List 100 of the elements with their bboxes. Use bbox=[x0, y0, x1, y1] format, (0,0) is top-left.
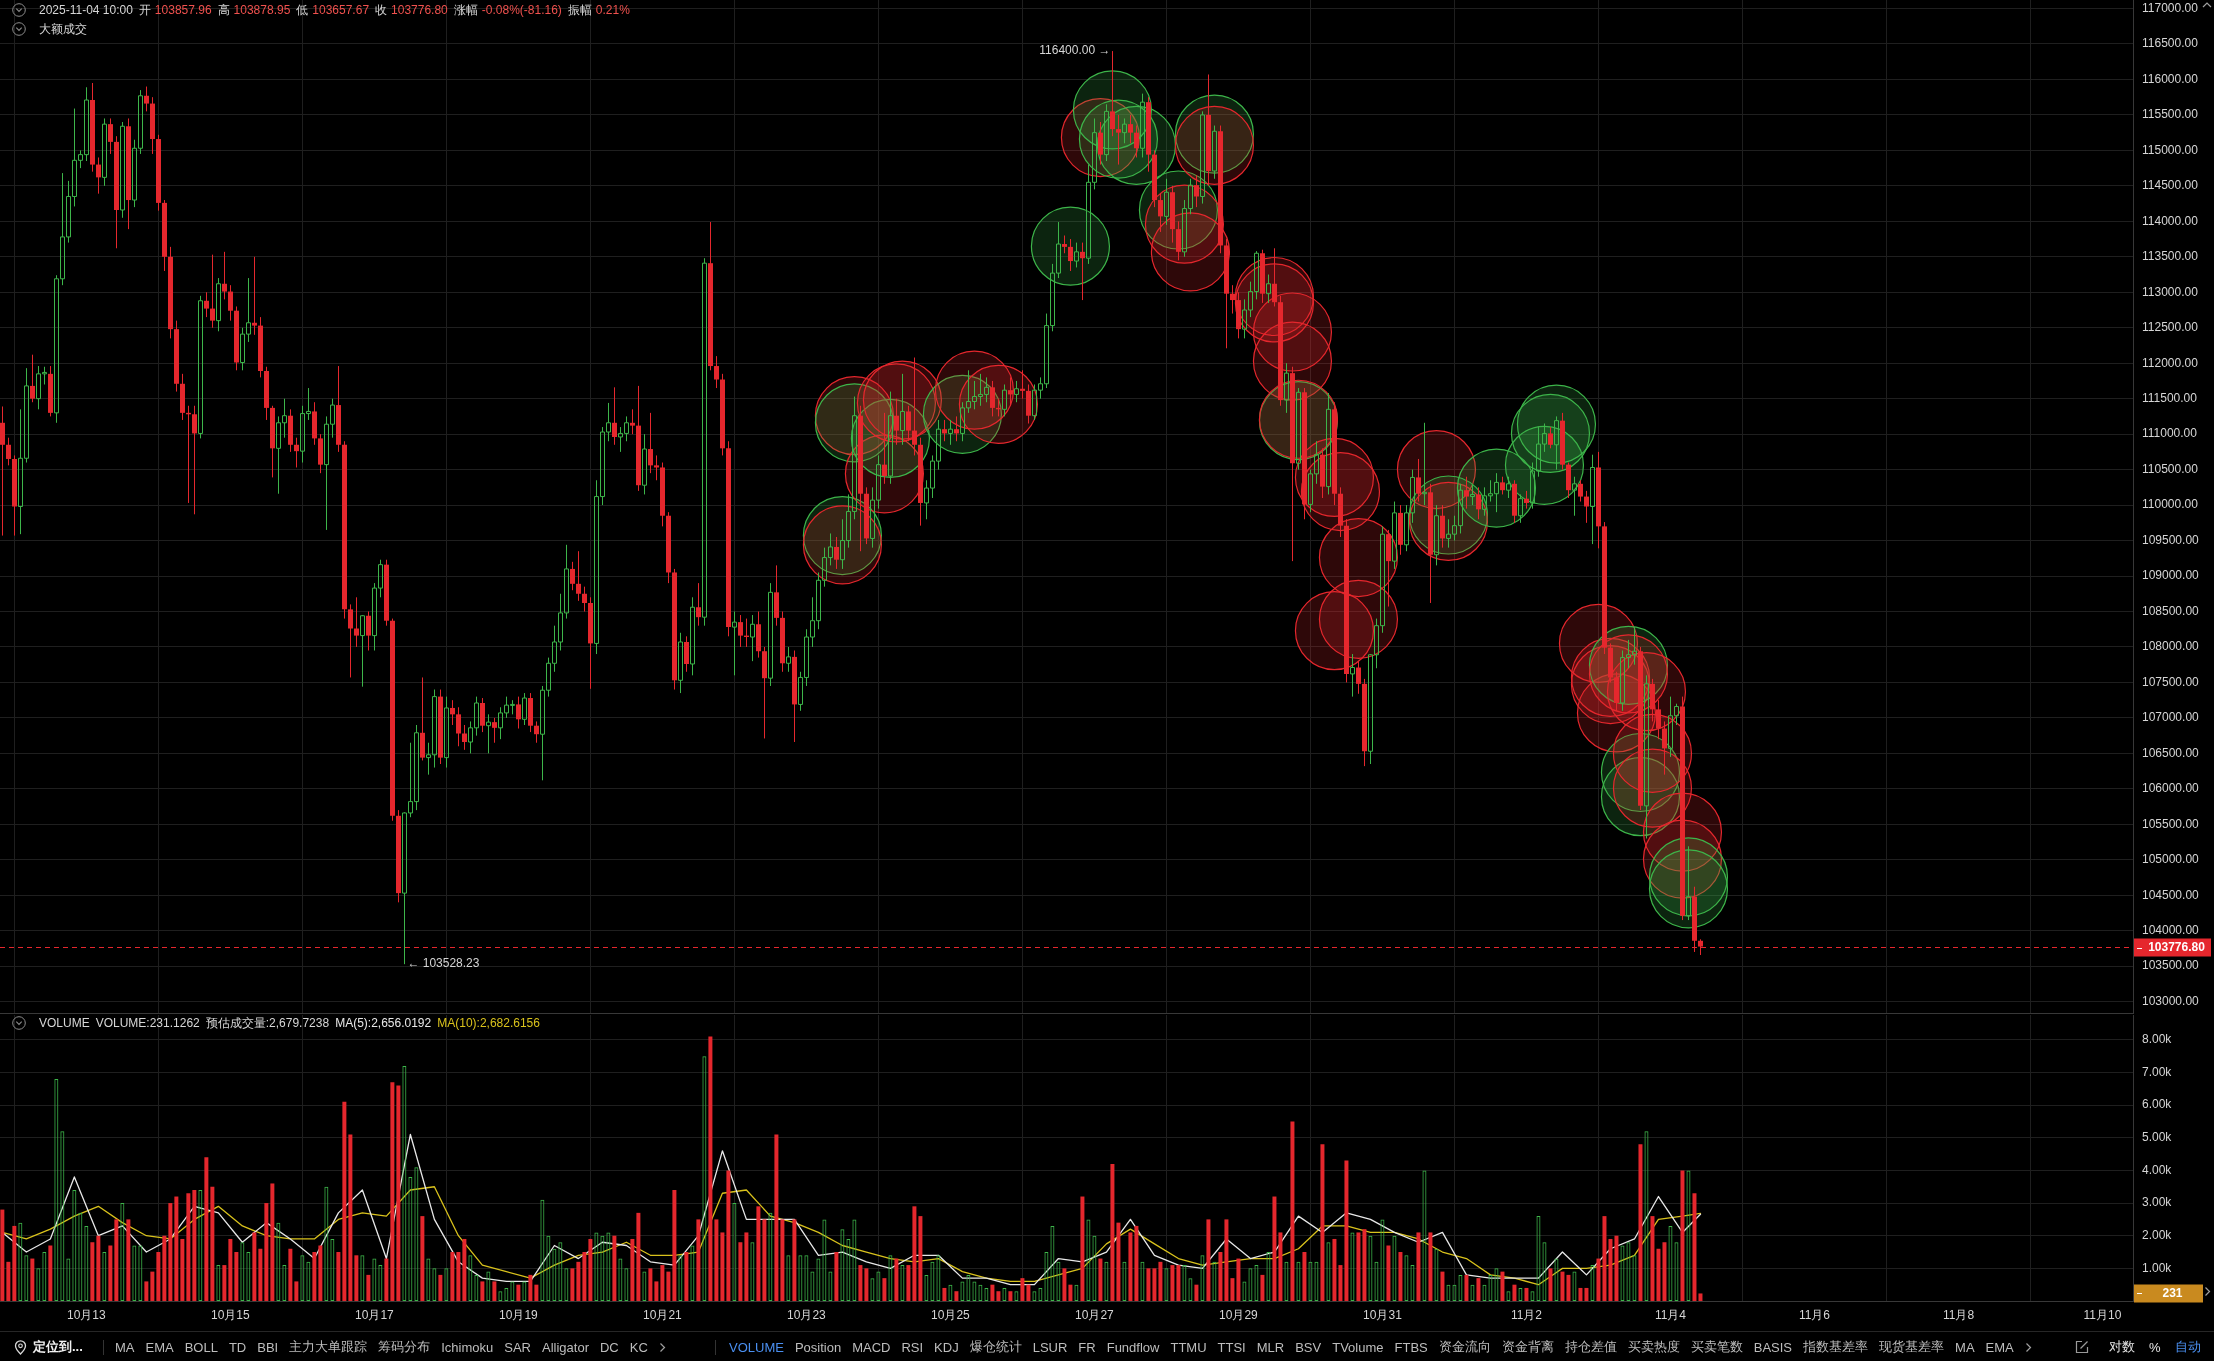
candlestick bbox=[642, 433, 647, 495]
candlestick bbox=[696, 582, 701, 627]
y-tick-label: 116500.00 bbox=[2142, 36, 2199, 51]
bar bbox=[420, 1216, 425, 1301]
text: 买卖热度 bbox=[1627, 1338, 1680, 1356]
bar bbox=[1110, 1163, 1115, 1301]
text: RSI bbox=[901, 1339, 924, 1355]
y-tick-label: 106000.00 bbox=[2142, 781, 2200, 796]
text: KDJ bbox=[934, 1339, 959, 1355]
bar bbox=[1386, 1245, 1391, 1301]
bar bbox=[30, 1258, 35, 1301]
candlestick bbox=[348, 603, 353, 678]
candlestick bbox=[990, 380, 995, 417]
bar bbox=[1230, 1278, 1235, 1301]
annotation: VOLUME:231.1262 bbox=[95, 1015, 200, 1032]
x-tick-label: 10月15 bbox=[211, 1307, 251, 1322]
bar bbox=[288, 1248, 293, 1301]
bar bbox=[1224, 1219, 1229, 1301]
bar bbox=[1584, 1287, 1589, 1301]
bar bbox=[222, 1265, 227, 1301]
candlestick bbox=[480, 697, 485, 733]
bar bbox=[1320, 1144, 1325, 1301]
candlestick bbox=[216, 277, 221, 332]
candlestick bbox=[6, 437, 11, 466]
x-tick-label: 10月21 bbox=[643, 1307, 683, 1322]
bar bbox=[648, 1268, 653, 1301]
candlestick bbox=[222, 251, 227, 300]
x-tick-label: 11月6 bbox=[1798, 1307, 1831, 1322]
candlestick bbox=[786, 646, 791, 673]
candlestick bbox=[894, 398, 899, 446]
annotation: 116400.00 → bbox=[1039, 43, 1111, 58]
y-tick-label: 114500.00 bbox=[2142, 178, 2199, 193]
bar bbox=[90, 1242, 95, 1301]
bar bbox=[720, 1232, 725, 1301]
candlestick bbox=[612, 386, 617, 446]
candlestick bbox=[1098, 121, 1103, 166]
annotation: 开 103857.96 bbox=[138, 3, 212, 17]
text: BOLL bbox=[184, 1339, 218, 1355]
candlestick bbox=[1194, 174, 1199, 208]
candlestick bbox=[192, 405, 197, 515]
text: FR bbox=[1078, 1339, 1096, 1355]
candlestick bbox=[108, 117, 113, 155]
bar bbox=[168, 1203, 173, 1301]
bar bbox=[588, 1238, 593, 1301]
bar bbox=[774, 1134, 779, 1301]
candlestick bbox=[144, 86, 149, 112]
candlestick bbox=[1272, 247, 1277, 307]
text: 主力大单跟踪 bbox=[289, 1338, 368, 1356]
text: BBI bbox=[257, 1339, 279, 1355]
text: 资金流向 bbox=[1438, 1338, 1491, 1356]
candlestick bbox=[678, 632, 683, 694]
candlestick bbox=[1518, 493, 1523, 524]
candlestick bbox=[768, 582, 773, 687]
candlestick bbox=[102, 117, 107, 187]
bar bbox=[534, 1284, 539, 1301]
bar bbox=[756, 1206, 761, 1301]
candlestick bbox=[834, 536, 839, 570]
bar bbox=[1428, 1232, 1433, 1301]
y-tick-label: 103500.00 bbox=[2142, 958, 2200, 973]
bar bbox=[942, 1287, 947, 1301]
text: TTSI bbox=[1217, 1339, 1246, 1355]
bar bbox=[660, 1265, 665, 1301]
y-tick-label: 7.00k bbox=[2142, 1064, 2173, 1079]
bar bbox=[1548, 1268, 1553, 1301]
bar bbox=[1194, 1284, 1199, 1301]
y-tick-label: 107000.00 bbox=[2142, 710, 2200, 725]
bar bbox=[1062, 1268, 1067, 1301]
y-tick-label: 109500.00 bbox=[2142, 532, 2200, 547]
bar bbox=[1464, 1274, 1469, 1301]
bar bbox=[996, 1291, 1001, 1301]
bar bbox=[162, 1235, 167, 1301]
y-tick-label: 108000.00 bbox=[2142, 639, 2200, 654]
bar bbox=[12, 1225, 17, 1301]
candlestick bbox=[1158, 192, 1163, 233]
candlestick bbox=[948, 419, 953, 446]
candlestick bbox=[210, 254, 215, 329]
text: 筹码分布 bbox=[378, 1338, 431, 1356]
y-tick-label: 110500.00 bbox=[2142, 461, 2199, 476]
y-tick-label: 112500.00 bbox=[2142, 320, 2199, 335]
candlestick bbox=[366, 610, 371, 652]
text: TVolume bbox=[1332, 1339, 1384, 1355]
candlestick bbox=[1554, 415, 1559, 471]
bar bbox=[1278, 1232, 1283, 1301]
bar bbox=[1206, 1219, 1211, 1301]
candlestick bbox=[732, 610, 737, 676]
bar bbox=[570, 1268, 575, 1301]
annotation: 收 103776.80 bbox=[375, 3, 448, 17]
candlestick bbox=[912, 357, 917, 456]
bar bbox=[450, 1252, 455, 1301]
bar bbox=[1146, 1268, 1151, 1301]
bar bbox=[96, 1235, 101, 1301]
bar bbox=[1614, 1235, 1619, 1301]
candlestick bbox=[444, 696, 449, 769]
x-tick-label: 11月2 bbox=[1510, 1307, 1543, 1322]
candlestick bbox=[1572, 476, 1577, 517]
bar bbox=[954, 1291, 959, 1301]
text: MLR bbox=[1256, 1339, 1285, 1355]
candlestick bbox=[486, 713, 491, 754]
bar bbox=[990, 1284, 995, 1301]
bar bbox=[912, 1206, 917, 1301]
